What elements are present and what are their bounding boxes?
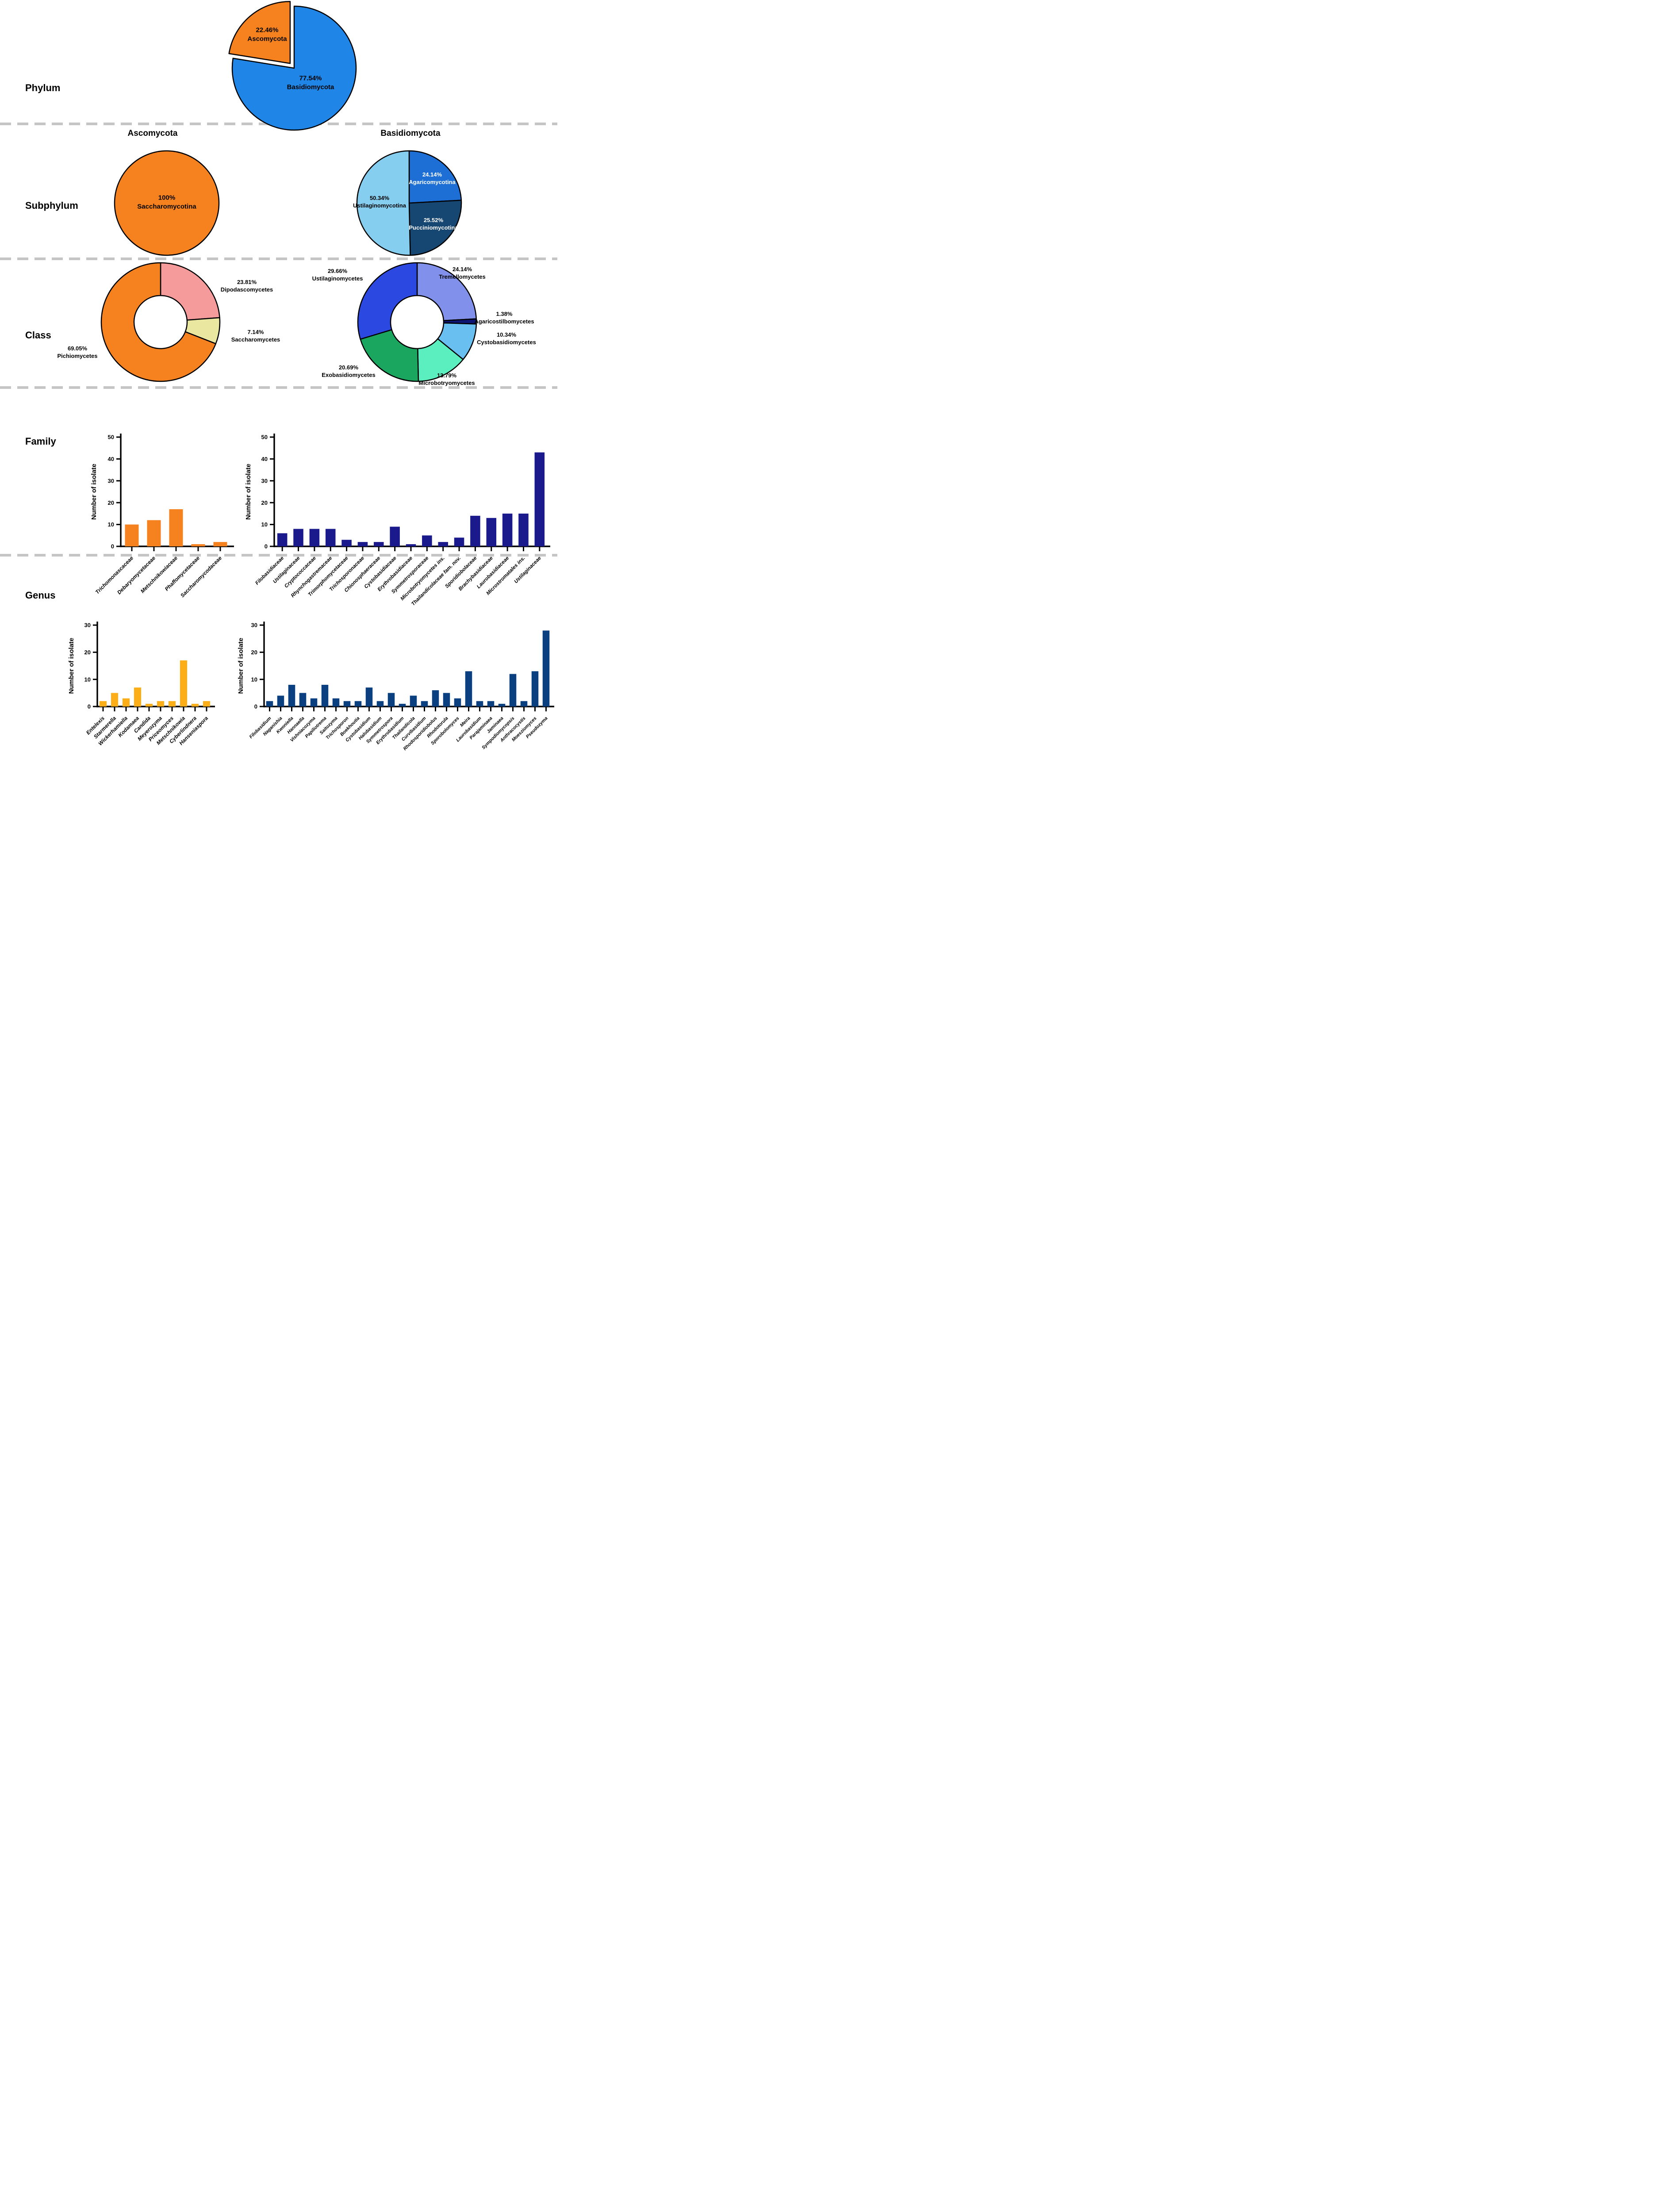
subphylum-basidiomycota-pie-chart <box>356 150 462 256</box>
svg-text:0: 0 <box>254 703 257 710</box>
section-label-subphylum: Subphylum <box>25 200 78 211</box>
svg-text:Saccharomycodaceae: Saccharomycodaceae <box>179 555 223 599</box>
pie-label-name: Cystobasidiomycetes <box>477 339 536 346</box>
pie-label-saccharomycetes: 7.14% Saccharomycetes <box>231 329 280 344</box>
pie-label-name: Agaricomycotina <box>409 179 456 185</box>
svg-text:0: 0 <box>88 703 91 710</box>
svg-text:30: 30 <box>261 477 268 484</box>
pie-label-name: Tremellomycetes <box>439 273 486 280</box>
svg-text:Filobasidiaceae: Filobasidiaceae <box>254 555 285 586</box>
pie-label-pct: 25.52% <box>423 217 444 224</box>
svg-text:40: 40 <box>108 456 114 462</box>
svg-text:50: 50 <box>261 434 268 441</box>
pie-label-ustilaginomycotina: 50.34% Ustilaginomycotina <box>353 195 406 210</box>
pie-label-name: Exobasidiomycetes <box>322 372 376 378</box>
svg-text:0: 0 <box>265 543 268 550</box>
pie-label-name: Saccharomycetes <box>231 336 280 343</box>
svg-text:10: 10 <box>251 676 257 683</box>
svg-text:10: 10 <box>261 521 268 528</box>
pie-label-pct: 10.34% <box>496 331 517 338</box>
svg-text:30: 30 <box>84 622 91 629</box>
pie-label-name: Ascomycota <box>247 35 287 42</box>
svg-text:20: 20 <box>108 499 114 506</box>
pie-label-pct: 100% <box>158 194 176 202</box>
svg-text:30: 30 <box>251 622 257 629</box>
pie-label-pct: 1.38% <box>496 311 513 318</box>
pie-label-basidiomycota: 77.54% Basidiomycota <box>287 74 334 92</box>
pie-label-dipodascomycetes: 23.81% Dipodascomycetes <box>221 279 273 294</box>
ascomycota-title: Ascomycota <box>127 129 178 138</box>
section-divider <box>0 386 557 389</box>
svg-text:Number of isolate: Number of isolate <box>90 464 98 520</box>
pie-label-ustilaginomycetes: 29.66% Ustilaginomycetes <box>312 268 363 283</box>
pie-label-pct: 22.46% <box>256 26 279 34</box>
pie-label-agaricomycotina: 24.14% Agaricomycotina <box>409 171 455 186</box>
svg-text:Debaryomycetaceae: Debaryomycetaceae <box>116 555 157 595</box>
svg-text:20: 20 <box>261 499 268 506</box>
class-ascomycota-donut-chart <box>100 262 221 382</box>
family-ascomycota-bar-chart: 0 10 20 30 40 50 Number of isolate Trichomonasc… <box>90 434 234 599</box>
pie-label-ascomycota: 22.46% Ascomycota <box>247 26 287 43</box>
pie-label-name: Saccharomycotina <box>137 203 196 210</box>
pie-label-pct: 24.14% <box>452 266 472 273</box>
pie-label-agaricostilbomycetes: 1.38% Agaricostilbomycetes <box>474 311 534 326</box>
pie-label-pct: 7.14% <box>247 329 264 336</box>
svg-text:0: 0 <box>111 543 114 550</box>
basidiomycota-title: Basidiomycota <box>380 129 441 138</box>
pie-label-name: Ustilaginomycetes <box>312 275 363 282</box>
pie-label-cystobasidiomycetes: 10.34% Cystobasidiomycetes <box>477 331 536 346</box>
pie-label-name: Pucciniomycotina <box>409 224 458 231</box>
pie-label-pct: 69.05% <box>67 345 88 352</box>
pie-label-name: Basidiomycota <box>287 83 334 91</box>
pie-label-pucciniomycotina: 25.52% Pucciniomycotina <box>409 217 458 232</box>
section-divider <box>0 257 557 260</box>
svg-text:10: 10 <box>84 676 91 683</box>
pie-label-exobasidiomycetes: 20.69% Exobasidiomycetes <box>322 364 375 379</box>
pie-label-name: Dipodascomycetes <box>220 286 273 293</box>
pie-label-name: Pichiomycetes <box>57 353 98 359</box>
pie-label-pct: 24.14% <box>422 171 442 178</box>
subphylum-ascomycota-pie-chart <box>114 150 220 256</box>
svg-text:Trichomonascaceae: Trichomonascaceae <box>94 555 135 595</box>
pie-label-microbotryomycetes: 13.79% Microbotryomycetes <box>418 372 475 387</box>
section-divider <box>0 554 557 557</box>
svg-text:Number of isolate: Number of isolate <box>245 464 252 520</box>
phylum-pie-chart <box>228 1 357 131</box>
section-label-genus: Genus <box>25 590 56 601</box>
svg-text:10: 10 <box>108 521 114 528</box>
svg-text:20: 20 <box>251 649 257 656</box>
svg-text:Number of isolate: Number of isolate <box>68 638 75 694</box>
svg-text:Number of isolate: Number of isolate <box>237 638 245 694</box>
pie-label-pct: 13.79% <box>437 372 457 379</box>
svg-text:20: 20 <box>84 649 91 656</box>
svg-text:50: 50 <box>108 434 114 441</box>
pie-label-pct: 20.69% <box>338 364 359 371</box>
pie-label-pct: 23.81% <box>237 279 257 286</box>
pie-label-tremellomycetes: 24.14% Tremellomycetes <box>439 266 486 281</box>
svg-text:30: 30 <box>108 477 114 484</box>
taxonomy-figure: Phylum Subphylum Class Family Genus 22.4… <box>0 0 557 764</box>
pie-label-pichiomycetes: 69.05% Pichiomycetes <box>57 345 97 360</box>
section-label-class: Class <box>25 330 51 341</box>
section-label-family: Family <box>25 436 56 447</box>
pie-label-pct: 77.54% <box>299 74 322 82</box>
pie-label-pct: 29.66% <box>327 268 348 275</box>
svg-text:40: 40 <box>261 456 268 462</box>
pie-label-name: Agaricostilbomycetes <box>474 318 534 325</box>
pie-label-name: Microbotryomycetes <box>418 380 475 386</box>
pie-label-pct: 50.34% <box>369 195 390 202</box>
pie-label-saccharomycotina: 100% Saccharomycotina <box>137 194 196 211</box>
svg-text:Metschnikowiaceae: Metschnikowiaceae <box>139 555 179 594</box>
family-basidiomycota-bar-chart: 0 10 20 30 40 50 Number of isolate Filobasidiac… <box>245 434 550 607</box>
section-label-phylum: Phylum <box>25 82 61 93</box>
pie-label-name: Ustilaginomycotina <box>353 202 406 209</box>
class-basidiomycota-donut-chart <box>357 262 477 382</box>
